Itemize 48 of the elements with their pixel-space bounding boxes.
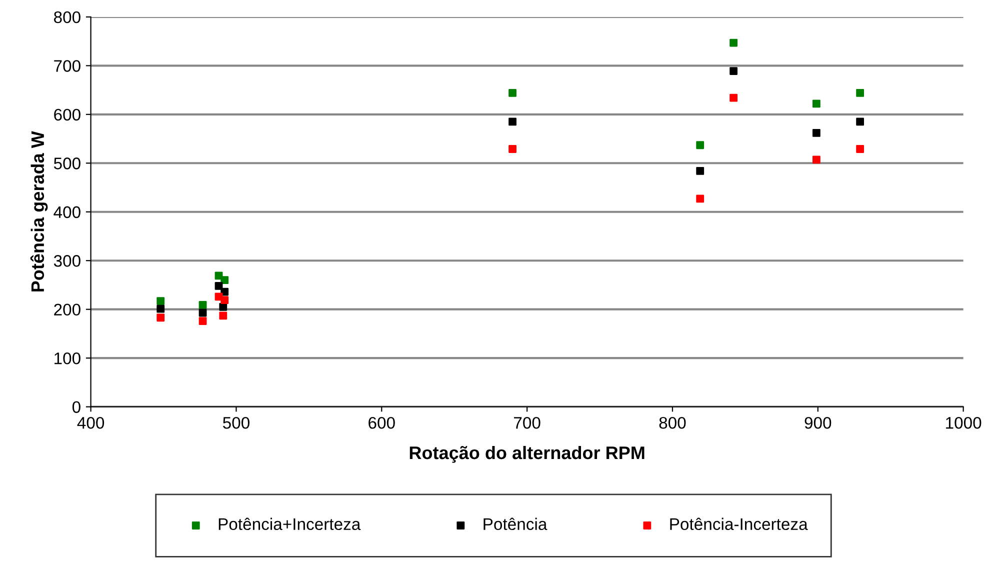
- point: [856, 89, 864, 97]
- y-tick-label: 200: [54, 304, 80, 316]
- point: [508, 89, 516, 97]
- point: [508, 145, 516, 153]
- y-tick-label: 100: [54, 352, 80, 364]
- point: [220, 276, 229, 284]
- x-tick-label: 400: [77, 416, 104, 429]
- point: [812, 100, 820, 108]
- point: [696, 166, 704, 175]
- point: [220, 296, 229, 304]
- point: [156, 297, 165, 306]
- point: [198, 308, 207, 317]
- point: [696, 141, 704, 150]
- point: [730, 94, 738, 102]
- y-tick-label: 700: [54, 60, 80, 72]
- y-tick-label: 500: [54, 158, 80, 170]
- point: [198, 301, 207, 309]
- point: [219, 312, 228, 320]
- x-tick-label: 600: [368, 416, 395, 429]
- y-tick-label: 600: [54, 108, 80, 121]
- x-tick-label: 1000: [946, 416, 982, 429]
- point: [856, 118, 864, 126]
- point: [812, 156, 820, 164]
- point: [856, 145, 864, 153]
- y-tick-label: 300: [54, 255, 80, 267]
- y-tick-label: 800: [54, 11, 80, 24]
- legend-label: Potência+Incerteza: [218, 518, 361, 530]
- x-axis-title: Rotação do alternador RPM: [410, 446, 644, 463]
- point: [156, 314, 165, 322]
- point: [219, 302, 228, 311]
- y-axis-title: Potência gerada W: [30, 131, 48, 292]
- point: [812, 128, 820, 137]
- x-tick-label: 700: [514, 416, 540, 429]
- y-tick-label: 0: [72, 401, 80, 414]
- point: [214, 282, 223, 290]
- point: [730, 38, 738, 47]
- point: [508, 118, 516, 126]
- x-tick-label: 500: [222, 416, 250, 429]
- x-tick-label: 900: [804, 416, 832, 429]
- point: [220, 288, 229, 296]
- legend-label: Potência-Incerteza: [670, 518, 808, 530]
- point: [730, 67, 738, 75]
- point: [696, 194, 704, 203]
- legend-label: Potência: [484, 518, 548, 530]
- point: [198, 317, 207, 325]
- point: [156, 304, 165, 313]
- y-tick-label: 400: [54, 206, 80, 218]
- x-tick-label: 800: [659, 416, 686, 429]
